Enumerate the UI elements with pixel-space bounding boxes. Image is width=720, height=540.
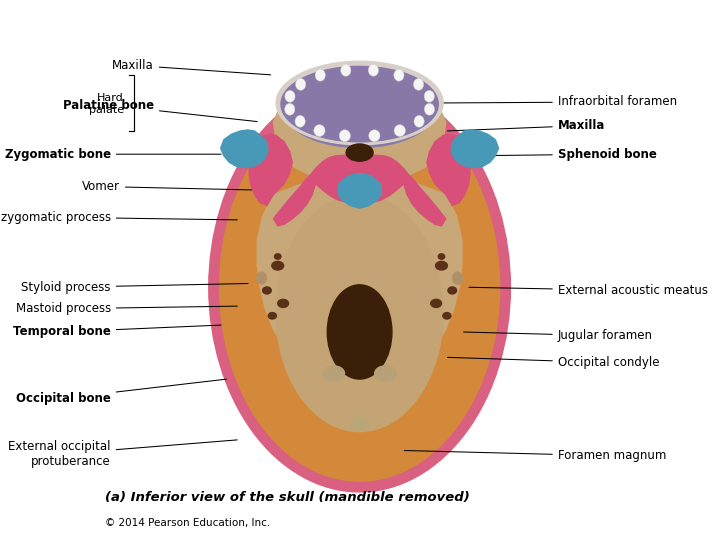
Polygon shape — [249, 134, 292, 205]
Ellipse shape — [314, 125, 325, 137]
Ellipse shape — [269, 313, 276, 319]
Ellipse shape — [274, 254, 281, 259]
Ellipse shape — [431, 299, 441, 307]
Text: Styloid process: Styloid process — [22, 281, 248, 294]
Ellipse shape — [436, 261, 447, 270]
Ellipse shape — [341, 64, 351, 76]
Text: Hard
palate: Hard palate — [89, 93, 124, 115]
Text: Palatine bone: Palatine bone — [63, 99, 257, 122]
Text: Infraorbital foramen: Infraorbital foramen — [431, 96, 677, 109]
Ellipse shape — [281, 66, 438, 142]
Ellipse shape — [361, 147, 372, 159]
Ellipse shape — [276, 61, 443, 145]
Ellipse shape — [348, 147, 357, 159]
Text: Maxilla: Maxilla — [112, 59, 271, 75]
Ellipse shape — [394, 69, 404, 81]
Ellipse shape — [276, 194, 443, 431]
Text: External occipital
protuberance: External occipital protuberance — [8, 440, 238, 468]
Ellipse shape — [257, 272, 266, 284]
Text: Occipital bone: Occipital bone — [16, 379, 227, 404]
Ellipse shape — [424, 90, 434, 102]
Ellipse shape — [283, 69, 436, 147]
Polygon shape — [315, 154, 404, 204]
Ellipse shape — [278, 299, 289, 307]
Text: Vomer: Vomer — [82, 180, 264, 193]
Text: Maxilla: Maxilla — [447, 119, 606, 132]
Ellipse shape — [328, 285, 392, 379]
Text: Temporal bone: Temporal bone — [13, 325, 221, 339]
Ellipse shape — [284, 103, 295, 115]
Ellipse shape — [315, 69, 325, 81]
Text: (a) Inferior view of the skull (mandible removed): (a) Inferior view of the skull (mandible… — [105, 491, 470, 504]
Polygon shape — [274, 168, 315, 226]
Ellipse shape — [369, 64, 379, 76]
Text: External acoustic meatus: External acoustic meatus — [469, 284, 708, 297]
Ellipse shape — [263, 287, 271, 294]
Text: © 2014 Pearson Education, Inc.: © 2014 Pearson Education, Inc. — [105, 518, 271, 528]
Ellipse shape — [323, 366, 345, 381]
Ellipse shape — [209, 83, 510, 492]
Text: Zygomatic bone: Zygomatic bone — [4, 148, 221, 161]
Text: Jugular foramen: Jugular foramen — [464, 329, 653, 342]
Ellipse shape — [438, 254, 445, 259]
Ellipse shape — [374, 366, 396, 381]
Ellipse shape — [351, 417, 368, 429]
Polygon shape — [257, 79, 462, 403]
Text: Sphenoid bone: Sphenoid bone — [469, 148, 657, 161]
Ellipse shape — [295, 78, 306, 90]
Ellipse shape — [453, 272, 462, 284]
Polygon shape — [404, 168, 446, 226]
Ellipse shape — [339, 130, 351, 141]
Ellipse shape — [413, 78, 423, 90]
Ellipse shape — [285, 90, 295, 102]
Ellipse shape — [318, 88, 401, 134]
Ellipse shape — [394, 125, 405, 137]
Ellipse shape — [346, 144, 373, 161]
Ellipse shape — [272, 261, 284, 270]
Ellipse shape — [295, 116, 305, 127]
Polygon shape — [427, 134, 470, 205]
Ellipse shape — [369, 130, 380, 141]
Ellipse shape — [314, 83, 405, 134]
Text: Occipital condyle: Occipital condyle — [447, 356, 660, 369]
Ellipse shape — [424, 103, 435, 115]
Text: Foramen magnum: Foramen magnum — [405, 449, 666, 462]
Ellipse shape — [414, 116, 424, 127]
Ellipse shape — [443, 313, 451, 319]
Text: zygomatic process: zygomatic process — [1, 211, 238, 224]
Ellipse shape — [448, 287, 456, 294]
Text: Mastoid process: Mastoid process — [16, 302, 238, 315]
Polygon shape — [451, 130, 498, 167]
Polygon shape — [220, 130, 268, 167]
Ellipse shape — [220, 93, 500, 481]
Polygon shape — [338, 173, 381, 208]
